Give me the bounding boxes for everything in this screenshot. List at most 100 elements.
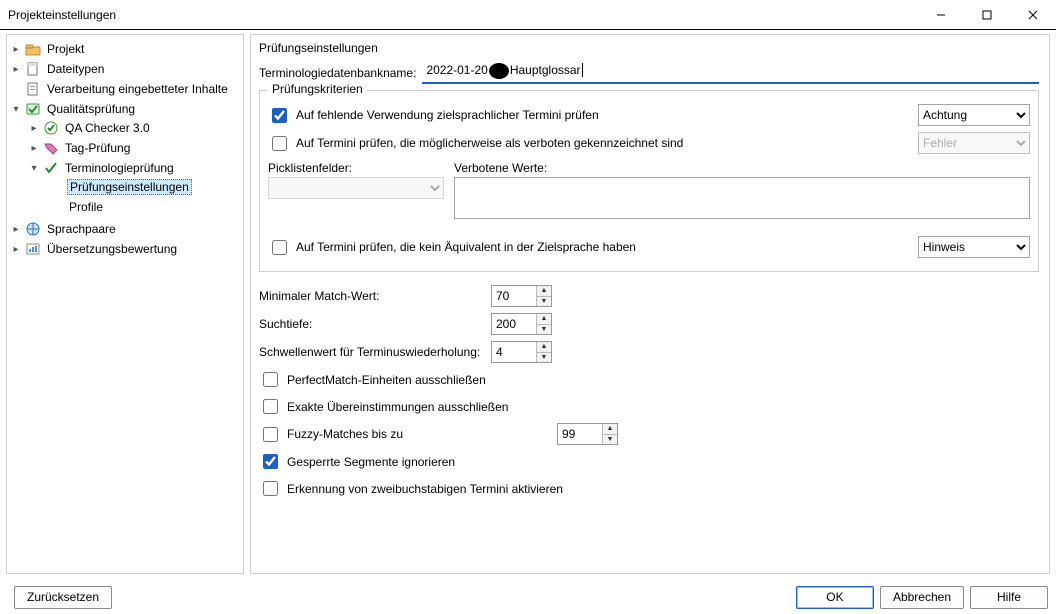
- maximize-button[interactable]: [964, 0, 1010, 30]
- assessment-icon: [25, 241, 41, 257]
- window-title: Projekteinstellungen: [8, 8, 918, 22]
- tree-label: Dateitypen: [45, 62, 106, 76]
- spin-up-icon[interactable]: ▲: [603, 424, 617, 435]
- tree-label: Terminologieprüfung: [63, 161, 176, 175]
- titlebar: Projekteinstellungen: [0, 0, 1056, 30]
- check-no-target-equivalent-label[interactable]: Auf Termini prüfen, die kein Äquivalent …: [296, 240, 636, 254]
- tree-item-qa-checker[interactable]: QA Checker 3.0: [29, 119, 241, 137]
- picklist-label: Picklistenfelder:: [268, 161, 444, 175]
- exclude-perfectmatch-checkbox[interactable]: [263, 372, 278, 387]
- ignore-locked-checkbox[interactable]: [263, 454, 278, 469]
- expand-icon[interactable]: [11, 64, 21, 74]
- tree-item-bewertung[interactable]: Übersetzungsbewertung: [11, 240, 241, 258]
- check-forbidden-terms-label[interactable]: Auf Termini prüfen, die möglicherweise a…: [296, 136, 683, 150]
- min-match-input[interactable]: [492, 286, 536, 306]
- criteria-legend: Prüfungskriterien: [268, 82, 367, 96]
- cancel-button[interactable]: Abbrechen: [880, 586, 964, 609]
- check-missing-target-terms[interactable]: [272, 108, 287, 123]
- tree-item-qa[interactable]: Qualitätsprüfung: [11, 100, 241, 118]
- terminology-db-label: Terminologiedatenbankname:: [259, 66, 416, 80]
- expand-icon[interactable]: [11, 44, 21, 54]
- check-icon: [43, 160, 59, 176]
- tag-icon: [43, 140, 59, 156]
- search-depth-input[interactable]: [492, 314, 536, 334]
- tree-item-profile[interactable]: Profile: [47, 198, 241, 216]
- spin-down-icon[interactable]: ▼: [537, 353, 551, 363]
- forbidden-values-box[interactable]: [454, 177, 1030, 219]
- tree-item-sprachpaare[interactable]: Sprachpaare: [11, 220, 241, 238]
- redacted-dot: [489, 63, 509, 79]
- spin-down-icon[interactable]: ▼: [537, 325, 551, 335]
- picklist-select: [268, 177, 444, 199]
- expand-icon[interactable]: [11, 244, 21, 254]
- min-match-label: Minimaler Match-Wert:: [259, 289, 483, 303]
- tree-label: QA Checker 3.0: [63, 121, 152, 135]
- fuzzy-stepper[interactable]: ▲▼: [557, 423, 618, 445]
- settings-tree: Projekt Dateitypen: [6, 34, 244, 574]
- check-no-target-equivalent[interactable]: [272, 240, 287, 255]
- tree-item-dateitypen[interactable]: Dateitypen: [11, 60, 241, 78]
- project-icon: [25, 41, 41, 57]
- spin-up-icon[interactable]: ▲: [537, 286, 551, 297]
- tree-item-projekt[interactable]: Projekt: [11, 40, 241, 58]
- close-button[interactable]: [1010, 0, 1056, 30]
- tree-label: Qualitätsprüfung: [45, 102, 137, 116]
- fuzzy-input[interactable]: [558, 424, 602, 444]
- two-char-label[interactable]: Erkennung von zweibuchstabigen Termini a…: [287, 482, 563, 496]
- exclude-exact-label[interactable]: Exakte Übereinstimmungen ausschließen: [287, 400, 508, 414]
- severity-select-3[interactable]: AchtungFehlerHinweis: [918, 236, 1030, 258]
- expand-icon[interactable]: [29, 123, 39, 133]
- fuzzy-label[interactable]: Fuzzy-Matches bis zu: [287, 427, 403, 441]
- exclude-perfectmatch-label[interactable]: PerfectMatch-Einheiten ausschließen: [287, 373, 486, 387]
- tree-label: Verarbeitung eingebetteter Inhalte: [45, 82, 230, 96]
- repeat-threshold-stepper[interactable]: ▲▼: [491, 341, 552, 363]
- search-depth-stepper[interactable]: ▲▼: [491, 313, 552, 335]
- spin-up-icon[interactable]: ▲: [537, 314, 551, 325]
- file-icon: [25, 81, 41, 97]
- db-name-pre: 2022-01-20: [426, 63, 487, 77]
- help-button[interactable]: Hilfe: [970, 586, 1048, 609]
- tree-item-verarbeitung[interactable]: Verarbeitung eingebetteter Inhalte: [11, 80, 241, 98]
- tree-label: Tag-Prüfung: [63, 141, 132, 155]
- content-panel: Prüfungseinstellungen Terminologiedatenb…: [250, 34, 1050, 574]
- ignore-locked-label[interactable]: Gesperrte Segmente ignorieren: [287, 455, 455, 469]
- check-forbidden-terms[interactable]: [272, 136, 287, 151]
- repeat-threshold-label: Schwellenwert für Terminuswiederholung:: [259, 345, 483, 359]
- criteria-group: Prüfungskriterien Auf fehlende Verwendun…: [259, 90, 1039, 272]
- ok-button[interactable]: OK: [796, 586, 874, 609]
- exclude-exact-checkbox[interactable]: [263, 399, 278, 414]
- tree-item-tag[interactable]: Tag-Prüfung: [29, 139, 241, 157]
- terminology-db-input[interactable]: 2022-01-20Hauptglossar​: [422, 61, 1039, 84]
- expand-icon[interactable]: [29, 143, 39, 153]
- min-match-stepper[interactable]: ▲▼: [491, 285, 552, 307]
- minimize-button[interactable]: [918, 0, 964, 30]
- forbidden-values-label: Verbotene Werte:: [454, 161, 1030, 175]
- collapse-icon[interactable]: [11, 104, 21, 114]
- spin-down-icon[interactable]: ▼: [537, 297, 551, 307]
- severity-select-2: AchtungFehlerHinweis: [918, 132, 1030, 154]
- severity-select-1[interactable]: AchtungFehlerHinweis: [918, 104, 1030, 126]
- languages-icon: [25, 221, 41, 237]
- spin-down-icon[interactable]: ▼: [603, 435, 617, 445]
- repeat-threshold-input[interactable]: [492, 342, 536, 362]
- two-char-checkbox[interactable]: [263, 481, 278, 496]
- search-depth-label: Suchtiefe:: [259, 317, 483, 331]
- file-icon: [25, 61, 41, 77]
- db-name-post: Hauptglossar: [510, 63, 581, 77]
- tree-item-pruefungseinstellungen[interactable]: Prüfungseinstellungen: [47, 178, 241, 196]
- dialog-footer: Zurücksetzen OK Abbrechen Hilfe: [0, 580, 1056, 614]
- tree-label: Sprachpaare: [45, 222, 118, 236]
- fuzzy-checkbox[interactable]: [263, 427, 278, 442]
- tree-label: Projekt: [45, 42, 86, 56]
- collapse-icon[interactable]: [29, 163, 39, 173]
- check-icon: [43, 120, 59, 136]
- expand-icon[interactable]: [11, 224, 21, 234]
- check-missing-target-terms-label[interactable]: Auf fehlende Verwendung zielsprachlicher…: [296, 108, 599, 122]
- tree-item-terminologie[interactable]: Terminologieprüfung: [29, 159, 241, 177]
- tree-label: Prüfungseinstellungen: [67, 179, 192, 195]
- check-icon: [25, 101, 41, 117]
- spin-up-icon[interactable]: ▲: [537, 342, 551, 353]
- tree-label: Profile: [67, 200, 105, 214]
- reset-button[interactable]: Zurücksetzen: [14, 586, 112, 609]
- tree-label: Übersetzungsbewertung: [45, 242, 179, 256]
